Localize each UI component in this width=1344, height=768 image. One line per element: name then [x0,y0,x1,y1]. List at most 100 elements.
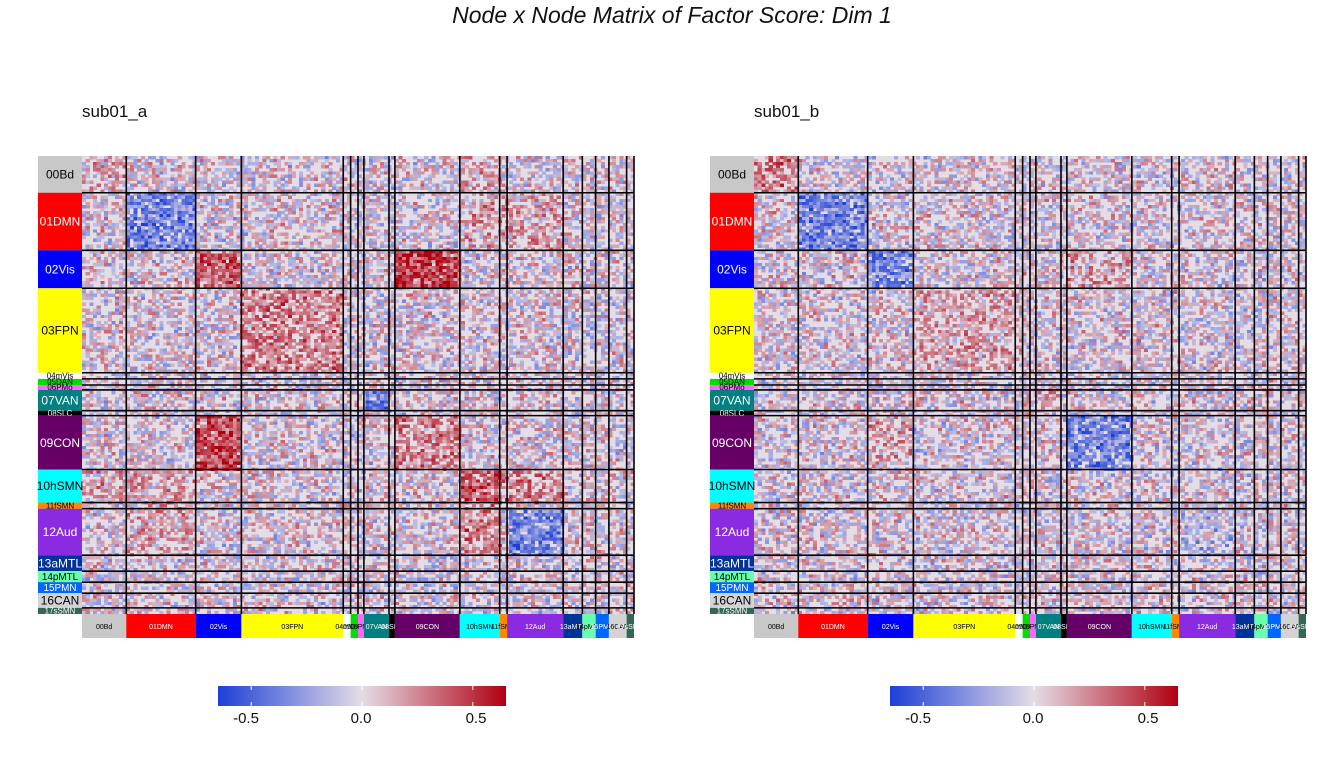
heatmap-cell [461,272,466,276]
heatmap-cell [126,302,131,307]
heatmap-cell [446,293,451,297]
heatmap-cell [346,201,352,206]
heatmap-cell [229,317,234,322]
heatmap-cell [630,281,635,285]
heatmap-cell [431,189,436,194]
heatmap-cell [126,198,131,203]
heatmap-cell [266,192,271,197]
heatmap-cell [240,195,245,200]
heatmap-cell [545,299,550,303]
heatmap-cell [170,159,175,163]
heatmap-cell [199,265,204,270]
heatmap-cell [409,183,414,187]
heatmap-cell [346,296,352,300]
heatmap-cell [542,259,547,264]
heatmap-cell [600,311,605,316]
heatmap-cell [508,198,513,203]
heatmap-cell [232,162,237,166]
heatmap-cell [247,171,252,175]
heatmap-cell [383,268,388,273]
heatmap-cell [483,317,488,322]
heatmap-cell [104,183,109,187]
heatmap-cell [214,268,219,273]
heatmap-cell [435,259,440,264]
heatmap-cell [251,180,256,184]
heatmap-cell [273,275,278,279]
heatmap-cell [394,253,399,258]
heatmap-cell [299,302,304,307]
heatmap-cell [269,159,274,163]
heatmap-cell [82,214,87,218]
heatmap-cell [240,317,245,322]
heatmap-cell [461,238,466,242]
heatmap-cell [589,210,594,215]
heatmap-cell [269,214,274,218]
heatmap-cell [218,296,223,300]
heatmap-cell [611,159,616,163]
heatmap-cell [317,265,322,270]
heatmap-cell [166,311,171,316]
heatmap-cell [218,198,223,203]
heatmap-cell [104,186,109,190]
heatmap-cell [159,265,164,270]
heatmap-cell [174,235,179,239]
heatmap-cell [512,250,517,255]
heatmap-cell [369,186,374,190]
heatmap-cell [542,272,547,276]
heatmap-cell [214,244,219,248]
heatmap-cell [586,207,591,212]
heatmap-cell [427,281,432,285]
heatmap-cell [615,192,620,197]
heatmap-cell [589,180,594,184]
heatmap-cell [534,183,539,187]
heatmap-cell [225,253,230,258]
heatmap-cell [354,259,359,264]
heatmap-cell [232,259,237,264]
heatmap-cell [405,174,410,178]
heatmap-cell [420,171,425,175]
heatmap-cell [188,314,193,319]
heatmap-cell [192,186,197,190]
heatmap-cell [299,210,304,215]
heatmap-cell [328,320,333,325]
heatmap-cell [519,192,524,197]
heatmap-cell [243,207,248,212]
heatmap-cell [413,238,418,242]
heatmap-cell [115,281,120,285]
heatmap-cell [100,165,105,169]
heatmap-cell [236,171,241,175]
heatmap-cell [266,198,271,203]
heatmap-cell [93,201,98,206]
heatmap-cell [501,311,506,316]
heatmap-cell [240,223,245,227]
heatmap-cell [567,235,572,239]
heatmap-cell [218,284,223,288]
heatmap-cell [486,241,491,245]
heatmap-cell [181,241,186,245]
heatmap-cell [615,311,620,316]
heatmap-cell [170,214,175,218]
heatmap-cell [450,165,455,169]
heatmap-cell [608,253,613,258]
heatmap-cell [247,156,252,160]
heatmap-cell [508,238,513,242]
heatmap-cell [310,320,315,325]
heatmap-cell [306,217,311,221]
heatmap-cell [571,284,576,288]
heatmap-cell [398,156,403,160]
heatmap-cell [258,244,263,248]
heatmap-cell [240,281,245,285]
heatmap-cell [486,220,491,224]
heatmap-cell [321,305,326,310]
heatmap-cell [435,253,440,258]
heatmap-cell [151,226,156,230]
heatmap-cell [567,162,572,166]
heatmap-cell [626,214,631,218]
heatmap-cell [405,272,410,276]
heatmap-cell [214,256,219,261]
heatmap-cell [442,259,447,264]
heatmap-cell [185,244,190,248]
heatmap-cell [490,281,495,285]
heatmap-cell [254,159,260,163]
heatmap-cell [313,189,318,194]
